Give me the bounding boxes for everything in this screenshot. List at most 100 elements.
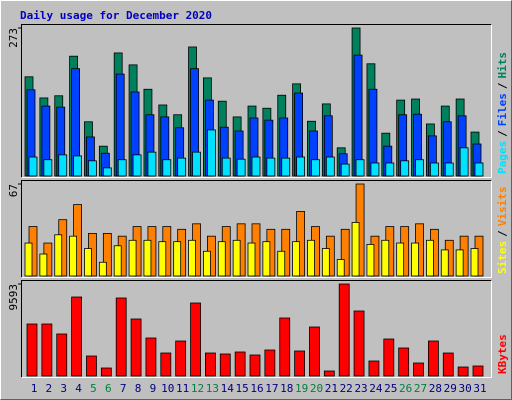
bar — [115, 297, 127, 377]
bar — [353, 310, 365, 377]
bar — [58, 154, 68, 177]
x-tick-label: 7 — [120, 382, 127, 395]
bar — [160, 352, 172, 377]
bar — [340, 228, 350, 277]
x-tick-label: 3 — [60, 382, 67, 395]
x-tick-label: 2 — [46, 382, 53, 395]
x-tick-label: 5 — [90, 382, 97, 395]
bar — [88, 160, 97, 177]
bar — [98, 261, 107, 277]
bar — [427, 340, 439, 377]
bar — [296, 156, 306, 177]
bar — [69, 235, 77, 277]
bar — [190, 302, 201, 377]
x-tick-label: 21 — [325, 382, 338, 395]
legend-separator: / — [496, 130, 509, 137]
bar — [117, 159, 127, 177]
x-tick-label: 4 — [75, 382, 82, 395]
bar — [338, 283, 350, 377]
bar — [128, 239, 137, 277]
x-tick-label: 19 — [295, 382, 308, 395]
bar — [84, 248, 92, 277]
y-tick-label: 9593 — [7, 284, 20, 311]
bar — [26, 323, 38, 377]
x-tick-label: 28 — [429, 382, 442, 395]
bar — [130, 318, 142, 377]
x-tick-label: 6 — [105, 382, 112, 395]
bar — [264, 349, 276, 377]
legend-entry: Hits — [496, 52, 509, 79]
bar — [71, 296, 82, 377]
bar — [86, 355, 97, 377]
bar — [321, 248, 330, 277]
bar — [413, 362, 424, 377]
bar — [232, 239, 241, 277]
bar — [459, 147, 469, 177]
bar — [411, 242, 419, 277]
bar — [455, 249, 464, 277]
bar — [309, 326, 320, 377]
bar — [43, 159, 53, 177]
bar — [355, 159, 365, 177]
legend: KBytes — [496, 334, 509, 374]
x-tick-label: 31 — [473, 382, 486, 395]
bar — [28, 156, 38, 177]
bar — [147, 151, 157, 177]
bar — [143, 239, 152, 277]
x-tick-label: 20 — [310, 382, 323, 395]
x-tick-label: 10 — [161, 382, 174, 395]
bar — [474, 162, 484, 177]
x-tick-label: 15 — [236, 382, 249, 395]
bar — [323, 370, 335, 377]
bar — [444, 162, 454, 177]
bar — [415, 159, 424, 177]
bar — [132, 154, 142, 177]
x-tick-label: 25 — [384, 382, 397, 395]
bar — [370, 162, 380, 177]
bar — [162, 159, 172, 177]
bar — [381, 239, 390, 277]
bar — [219, 353, 231, 377]
bar — [396, 242, 405, 277]
bar — [158, 241, 167, 277]
bar — [177, 157, 187, 177]
y-tick-label: 67 — [7, 184, 20, 197]
plot-border-light — [21, 24, 492, 178]
bar — [188, 239, 196, 277]
bar — [217, 241, 226, 277]
bar — [442, 352, 454, 377]
bar — [262, 241, 271, 277]
bar — [385, 162, 395, 177]
bar — [41, 323, 53, 377]
bar — [281, 157, 291, 177]
bar — [429, 162, 439, 177]
bar — [425, 239, 434, 277]
legend: Sites / Visits — [496, 187, 509, 275]
x-tick-label: 30 — [459, 382, 472, 395]
bar — [311, 159, 320, 177]
x-tick-label: 18 — [280, 382, 293, 395]
bar — [251, 156, 261, 177]
bar — [73, 155, 82, 177]
x-tick-label: 23 — [354, 382, 367, 395]
bar — [204, 352, 216, 377]
x-tick-label: 16 — [250, 382, 263, 395]
bar — [221, 157, 231, 177]
bar — [145, 337, 157, 377]
plot-border-dark — [21, 180, 492, 278]
bar — [470, 248, 479, 277]
legend-separator: / — [496, 230, 509, 237]
bar — [325, 156, 335, 177]
legend-entry: Sites — [496, 241, 509, 274]
bar — [351, 222, 360, 277]
bar — [457, 366, 469, 377]
bar — [249, 354, 261, 377]
bar — [400, 160, 410, 177]
bar — [102, 167, 112, 177]
x-tick-label: 9 — [150, 382, 157, 395]
x-tick-label: 17 — [265, 382, 278, 395]
bar — [102, 233, 112, 277]
bar — [175, 340, 187, 377]
